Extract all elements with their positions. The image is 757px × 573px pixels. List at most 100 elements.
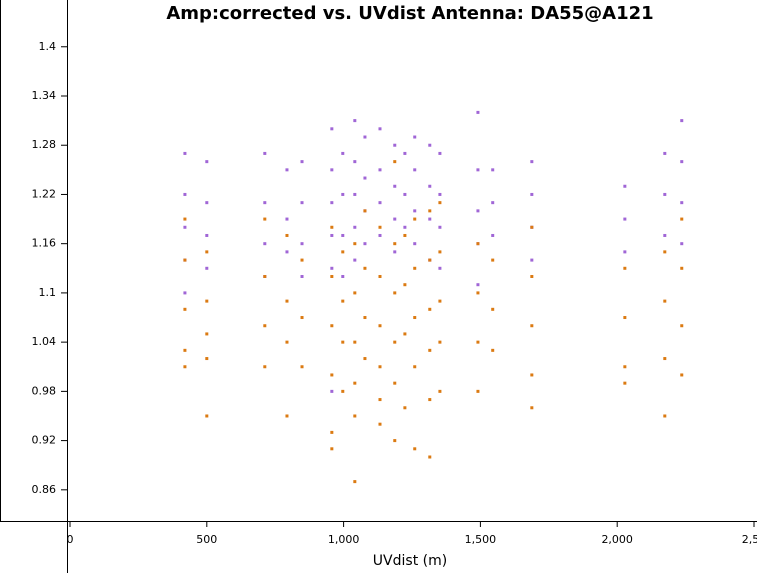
- point: [378, 201, 382, 205]
- point: [393, 143, 397, 147]
- point: [393, 217, 397, 221]
- point: [680, 217, 684, 221]
- point: [428, 348, 432, 352]
- point: [680, 201, 684, 205]
- point: [491, 201, 495, 205]
- x-tick-label: 2,50: [742, 533, 757, 546]
- point: [341, 340, 345, 344]
- point: [183, 192, 187, 196]
- point: [680, 324, 684, 328]
- point: [623, 316, 627, 320]
- point: [330, 225, 334, 229]
- point: [663, 250, 667, 254]
- point: [413, 316, 417, 320]
- point: [428, 209, 432, 213]
- point: [330, 324, 334, 328]
- point: [403, 332, 407, 336]
- y-tick-label: 1.22: [32, 187, 57, 200]
- point: [413, 266, 417, 270]
- point: [263, 365, 267, 369]
- point: [476, 168, 480, 172]
- y-tick-label: 0.92: [32, 434, 57, 447]
- point: [403, 283, 407, 287]
- point: [263, 151, 267, 155]
- point: [403, 233, 407, 237]
- point: [353, 340, 357, 344]
- point: [680, 119, 684, 123]
- y-tick-label: 0.86: [32, 483, 57, 496]
- point: [530, 373, 534, 377]
- point: [393, 381, 397, 385]
- point: [353, 242, 357, 246]
- point: [491, 168, 495, 172]
- point: [285, 340, 289, 344]
- y-tick-label: 1.4: [39, 40, 57, 53]
- point: [623, 184, 627, 188]
- point: [403, 151, 407, 155]
- point: [285, 217, 289, 221]
- point: [403, 192, 407, 196]
- point: [330, 266, 334, 270]
- point: [491, 307, 495, 311]
- point: [378, 274, 382, 278]
- x-tick-label: 500: [196, 533, 217, 546]
- point: [413, 217, 417, 221]
- point: [623, 365, 627, 369]
- point: [330, 233, 334, 237]
- point: [428, 184, 432, 188]
- point: [663, 233, 667, 237]
- point: [363, 357, 367, 361]
- point: [263, 217, 267, 221]
- point: [363, 209, 367, 213]
- point: [413, 168, 417, 172]
- x-tick-label: 0: [67, 533, 74, 546]
- y-tick-label: 1.28: [32, 138, 57, 151]
- point: [530, 160, 534, 164]
- point: [353, 192, 357, 196]
- point: [205, 233, 209, 237]
- point: [205, 299, 209, 303]
- point: [183, 258, 187, 262]
- point: [183, 217, 187, 221]
- point: [476, 209, 480, 213]
- point: [183, 348, 187, 352]
- point: [378, 225, 382, 229]
- point: [438, 389, 442, 393]
- point: [428, 398, 432, 402]
- point: [205, 266, 209, 270]
- point: [285, 299, 289, 303]
- point: [300, 242, 304, 246]
- point: [330, 430, 334, 434]
- point: [285, 233, 289, 237]
- point: [393, 184, 397, 188]
- point: [263, 274, 267, 278]
- point: [680, 242, 684, 246]
- point: [330, 373, 334, 377]
- point: [183, 365, 187, 369]
- point: [476, 283, 480, 287]
- point: [413, 242, 417, 246]
- point: [438, 266, 442, 270]
- point: [353, 119, 357, 123]
- point: [663, 151, 667, 155]
- point: [363, 176, 367, 180]
- point: [205, 160, 209, 164]
- point: [285, 250, 289, 254]
- point: [378, 168, 382, 172]
- point: [428, 258, 432, 262]
- point: [341, 299, 345, 303]
- x-axis-label: UVdist (m): [373, 553, 447, 569]
- point: [663, 414, 667, 418]
- point: [341, 192, 345, 196]
- point: [353, 291, 357, 295]
- point: [393, 242, 397, 246]
- point: [476, 340, 480, 344]
- point: [438, 225, 442, 229]
- point: [263, 242, 267, 246]
- chart-title: Amp:corrected vs. UVdist Antenna: DA55@A…: [166, 3, 653, 24]
- point: [438, 192, 442, 196]
- point: [183, 151, 187, 155]
- point: [353, 160, 357, 164]
- point: [413, 135, 417, 139]
